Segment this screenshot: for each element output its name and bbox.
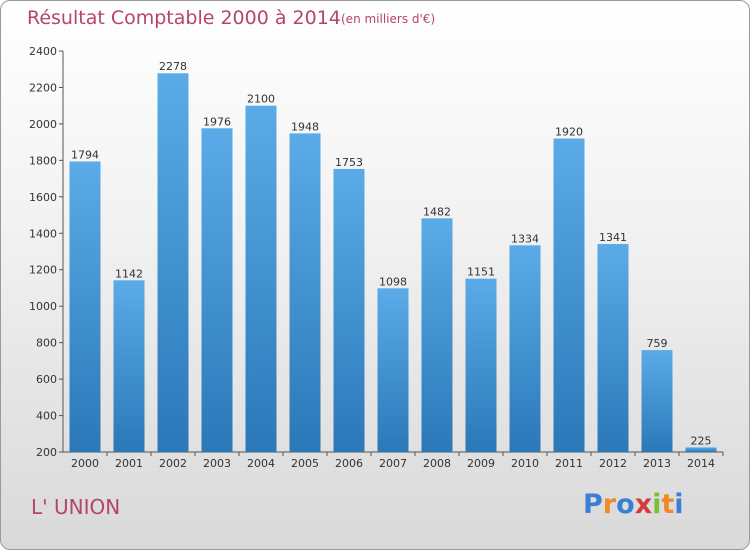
y-tick-label: 400 (36, 410, 57, 423)
x-tick-label: 2009 (467, 457, 495, 470)
x-tick-label: 2011 (555, 457, 583, 470)
bar-value-label: 1334 (511, 232, 539, 245)
bar-value-label: 759 (647, 337, 668, 350)
bars: 1794 1142 2278 1976 2100 1948 1753 1098 1482 1151… (69, 60, 717, 452)
unit-note: (en milliers d'€) (341, 12, 436, 26)
bar (245, 105, 277, 452)
logo-letter: i (674, 489, 684, 520)
bar-value-label: 1976 (203, 115, 231, 128)
x-tick-label: 2013 (643, 457, 671, 470)
y-tick-label: 1000 (29, 300, 57, 313)
bar (201, 128, 233, 452)
bar (509, 245, 541, 452)
bar-value-label: 1142 (115, 267, 143, 280)
bar-value-label: 225 (691, 434, 712, 447)
proxiti-logo: Proxiti (583, 489, 684, 520)
bar (157, 73, 189, 452)
logo-letter: r (602, 489, 617, 520)
bar-value-label: 1098 (379, 275, 407, 288)
logo-letter: o (616, 489, 635, 520)
x-tick-label: 2001 (115, 457, 143, 470)
chart-title: Résultat Comptable 2000 à 2014 (27, 7, 341, 29)
y-tick-label: 1600 (29, 191, 57, 204)
y-tick-label: 2400 (29, 45, 57, 58)
bar-value-label: 1794 (71, 148, 99, 161)
x-tick-label: 2012 (599, 457, 627, 470)
bar-value-label: 2100 (247, 93, 275, 106)
bar-value-label: 1753 (335, 156, 363, 169)
bar (421, 218, 453, 452)
bar-value-label: 1948 (291, 120, 319, 133)
bar-value-label: 1482 (423, 205, 451, 218)
logo-letter: x (634, 489, 653, 520)
y-tick-label: 200 (36, 446, 57, 459)
bar (113, 280, 145, 452)
bar (597, 244, 629, 452)
bar (641, 350, 673, 452)
bar (377, 288, 409, 452)
x-tick-label: 2002 (159, 457, 187, 470)
bar-value-label: 2278 (159, 60, 187, 73)
x-tick-label: 2006 (335, 457, 363, 470)
commune-name: L' UNION (31, 495, 121, 519)
bar (289, 133, 321, 452)
x-tick-label: 2004 (247, 457, 275, 470)
y-tick-label: 800 (36, 337, 57, 350)
bar (685, 447, 717, 452)
logo-letter: i (652, 489, 662, 520)
x-tick-label: 2008 (423, 457, 451, 470)
x-tick-label: 2007 (379, 457, 407, 470)
bar-value-label: 1151 (467, 266, 495, 279)
x-tick-label: 2003 (203, 457, 231, 470)
bar (69, 161, 101, 452)
y-tick-label: 1800 (29, 154, 57, 167)
x-tick-label: 2000 (71, 457, 99, 470)
y-tick-label: 1400 (29, 227, 57, 240)
x-tick-label: 2010 (511, 457, 539, 470)
y-tick-label: 1200 (29, 264, 57, 277)
bar (333, 168, 365, 452)
y-tick-label: 600 (36, 373, 57, 386)
bar (465, 278, 497, 452)
x-tick-label: 2014 (687, 457, 715, 470)
y-tick-label: 2200 (29, 81, 57, 94)
bar-value-label: 1920 (555, 125, 583, 138)
logo-letter: P (583, 489, 603, 520)
bar (553, 138, 585, 452)
x-tick-label: 2005 (291, 457, 319, 470)
y-tick-label: 2000 (29, 118, 57, 131)
logo-letter: t (661, 489, 675, 520)
bar-value-label: 1341 (599, 231, 627, 244)
